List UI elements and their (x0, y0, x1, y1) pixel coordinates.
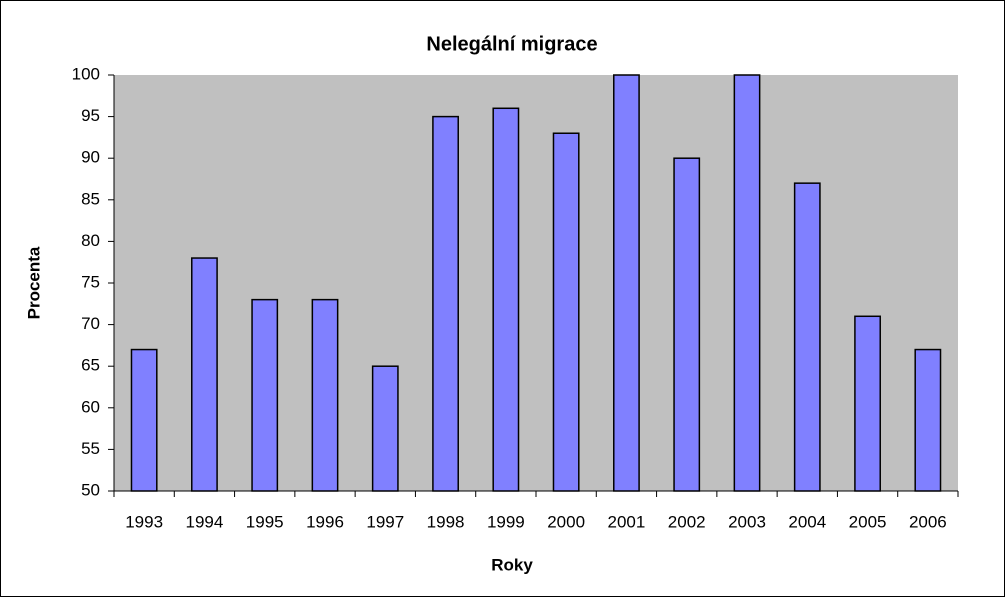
y-tick-label: 65 (81, 356, 100, 375)
bar (130, 348, 158, 492)
x-tick-label: 2002 (668, 512, 706, 531)
x-axis-label: Roky (491, 555, 533, 574)
x-tick-label: 1993 (125, 512, 163, 531)
x-tick-label: 1997 (366, 512, 404, 531)
x-tick-label: 2004 (788, 512, 826, 531)
x-tick-label: 2003 (728, 512, 766, 531)
bar (613, 74, 640, 492)
bar (854, 315, 881, 492)
x-tick-label: 2006 (909, 512, 947, 531)
bar (492, 107, 520, 492)
bar (552, 132, 580, 492)
y-tick-label: 50 (81, 480, 100, 499)
chart-title: Nelegální migrace (426, 33, 597, 55)
y-tick-label: 75 (81, 272, 100, 291)
x-tick-label: 2001 (608, 512, 646, 531)
bar (191, 257, 218, 492)
plot-area (114, 75, 958, 491)
bar (673, 157, 701, 492)
x-tick-label: 2005 (849, 512, 887, 531)
bar (251, 298, 279, 492)
y-tick-label: 55 (81, 439, 100, 458)
y-axis-label: Procenta (24, 246, 43, 319)
x-tick-label: 1996 (306, 512, 344, 531)
y-tick-label: 80 (81, 231, 100, 250)
y-tick-label: 100 (72, 64, 100, 83)
x-tick-label: 1995 (246, 512, 284, 531)
y-tick-label: 90 (81, 148, 100, 167)
x-tick-label: 1999 (487, 512, 525, 531)
bar (733, 74, 761, 492)
bar (793, 182, 821, 492)
x-tick-label: 1994 (186, 512, 224, 531)
bar (914, 348, 942, 492)
bar (311, 298, 339, 492)
y-tick-label: 85 (81, 189, 100, 208)
y-tick-label: 95 (81, 106, 100, 125)
bar (432, 115, 459, 492)
x-tick-label: 1998 (427, 512, 465, 531)
y-tick-label: 60 (81, 397, 100, 416)
y-tick-label: 70 (81, 314, 100, 333)
x-tick-label: 2000 (547, 512, 585, 531)
bar (371, 365, 399, 492)
